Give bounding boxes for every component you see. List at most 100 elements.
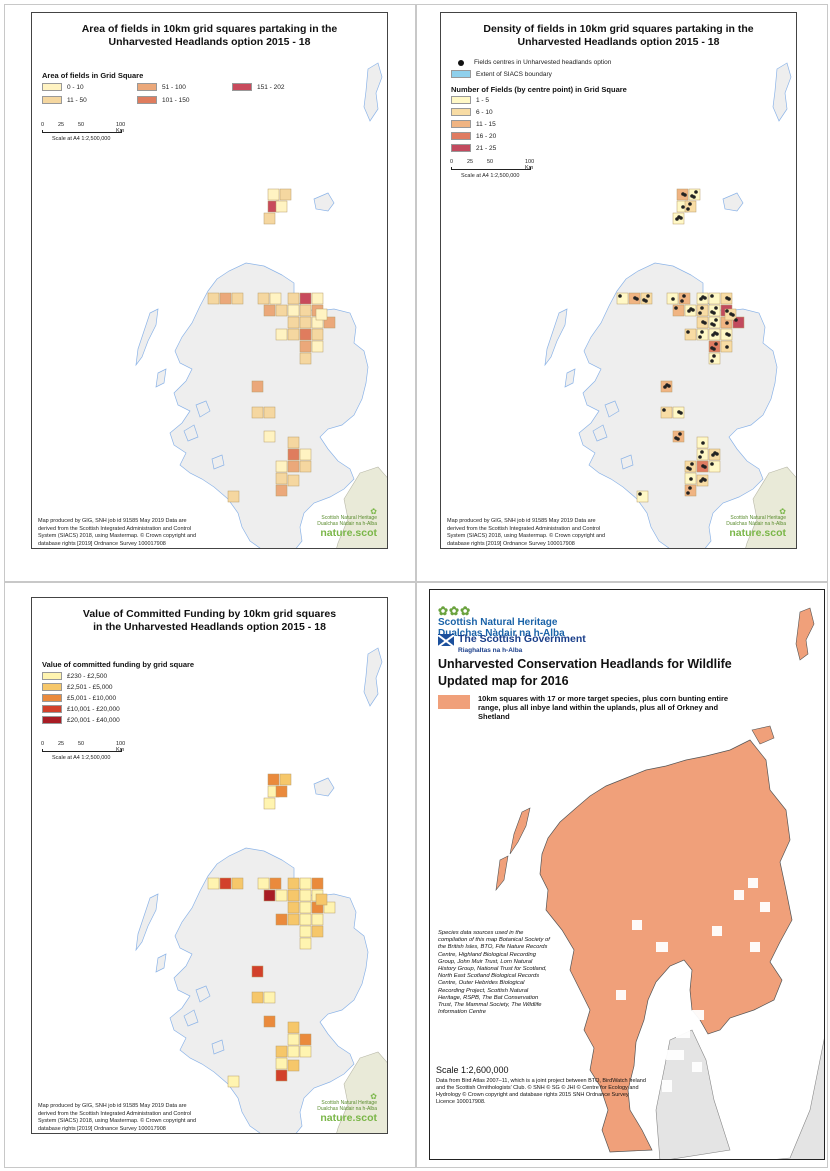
legend-label: 16 - 20 <box>476 132 497 140</box>
legend-swatch <box>137 96 157 104</box>
grid-square <box>263 889 276 902</box>
field-centre-dot <box>710 322 714 326</box>
field-centre-dot <box>681 205 685 209</box>
grid-square <box>269 877 282 890</box>
grid-square <box>263 430 276 443</box>
map-panel-density: Density of fields in 10km grid squares p… <box>440 12 797 549</box>
grid-square <box>684 200 697 213</box>
grid-square <box>231 877 244 890</box>
legend-item: £5,001 - £10,000 <box>42 694 116 702</box>
grid-square <box>688 188 701 201</box>
grid-square <box>299 304 312 317</box>
grid-square <box>299 925 312 938</box>
grid-square <box>299 328 312 341</box>
legend-label: £2,501 - £5,000 <box>67 683 113 691</box>
grid-square <box>311 877 324 890</box>
grid-square <box>672 304 685 317</box>
grid-square <box>207 877 220 890</box>
grid-square <box>311 925 324 938</box>
legend-label: 101 - 150 <box>162 96 190 104</box>
grid-square <box>299 889 312 902</box>
field-centre-dot <box>701 477 705 481</box>
grid-square <box>287 901 300 914</box>
field-centre-dot <box>646 294 650 298</box>
scale-bar: 0 25 50 100 Km Scale at A4 1:2,500,000 <box>450 159 535 179</box>
scottish-government-logo: The Scottish Government Riaghaltas na h-A… <box>458 633 586 655</box>
field-centre-dot <box>698 335 702 339</box>
grid-square <box>275 460 288 473</box>
grid-square <box>275 484 288 497</box>
field-centre-dot <box>713 331 717 335</box>
grid-square <box>299 913 312 926</box>
panel-title: Density of fields in 10km grid squares p… <box>483 23 754 48</box>
leaf-icon: ✿✿✿ <box>438 604 472 618</box>
legend-item: £230 - £2,500 <box>42 672 107 680</box>
scale-bar: 0 25 50 100 Km Scale at A4 1:2,500,000 <box>41 122 126 142</box>
data-credit: Data from Bird Atlas 2007–11, which is a… <box>436 1078 646 1105</box>
legend-item: 51 - 100 <box>137 83 186 91</box>
grid-squares-layer <box>207 188 336 503</box>
grid-square <box>684 460 697 473</box>
legend-label: 51 - 100 <box>162 83 186 91</box>
grid-square <box>287 316 300 329</box>
legend-dots: Fields centres in Unharvested headlands … <box>451 59 611 66</box>
field-centre-dot <box>689 307 693 311</box>
grid-square <box>287 328 300 341</box>
grid-square <box>275 472 288 485</box>
legend-swatch <box>42 83 62 91</box>
field-centre-dot <box>700 450 704 454</box>
grid-square <box>299 292 312 305</box>
species-sources: Species data sources used in the compila… <box>438 930 550 1016</box>
grid-square <box>660 406 673 419</box>
grid-square <box>287 1059 300 1072</box>
field-centre-dot <box>729 312 733 316</box>
grid-square <box>299 316 312 329</box>
grid-square <box>275 1069 288 1082</box>
grid-square <box>684 484 697 497</box>
legend-item: 21 - 25 <box>451 144 496 152</box>
grid-square <box>263 797 276 810</box>
legend-swatch <box>232 83 252 91</box>
field-centre-dot <box>674 306 678 310</box>
grid-square <box>311 292 324 305</box>
grid-square <box>311 340 324 353</box>
field-centre-dot <box>701 295 705 299</box>
field-centre-dot <box>700 306 704 310</box>
field-centre-dot <box>688 486 692 490</box>
field-centre-dot <box>674 436 678 440</box>
grid-square <box>299 937 312 950</box>
snh-logo: ✿✿✿ Scottish Natural Heritage Dualchas Nà… <box>438 604 565 639</box>
grid-square <box>299 340 312 353</box>
grid-square <box>287 1033 300 1046</box>
grid-square <box>251 991 264 1004</box>
legend-title: Number of Fields (by centre point) in Gr… <box>451 85 627 94</box>
grid-square <box>684 328 697 341</box>
legend-item: £2,501 - £5,000 <box>42 683 113 691</box>
grid-square <box>251 965 264 978</box>
saltire-flag-icon <box>437 634 455 648</box>
grid-square <box>287 304 300 317</box>
grid-square <box>275 889 288 902</box>
grid-square <box>287 1021 300 1034</box>
grid-square <box>275 304 288 317</box>
field-centre-dot <box>701 320 705 324</box>
legend-label: 11 - 50 <box>67 96 87 104</box>
field-centre-dot <box>688 202 692 206</box>
grid-square <box>299 352 312 365</box>
grid-square <box>708 460 721 473</box>
field-centre-dot <box>710 346 714 350</box>
legend-title: Value of committed funding by grid squar… <box>42 660 195 669</box>
map-panel-funding: Value of Committed Funding by 10km grid … <box>31 597 388 1134</box>
grid-square <box>708 352 721 365</box>
grid-square <box>227 1075 240 1088</box>
grid-square <box>696 304 709 317</box>
field-centre-dot <box>714 318 718 322</box>
grid-square <box>251 406 264 419</box>
credit-text: Map produced by GIG, SNH job id 91585 Ma… <box>38 1103 197 1132</box>
field-centre-dot <box>681 192 685 196</box>
field-centre-dot <box>694 190 698 194</box>
grid-square <box>311 913 324 926</box>
grid-square <box>267 188 280 201</box>
grid-square <box>299 460 312 473</box>
credit-text: Map produced by GIG, SNH job id 91585 Ma… <box>447 518 606 547</box>
